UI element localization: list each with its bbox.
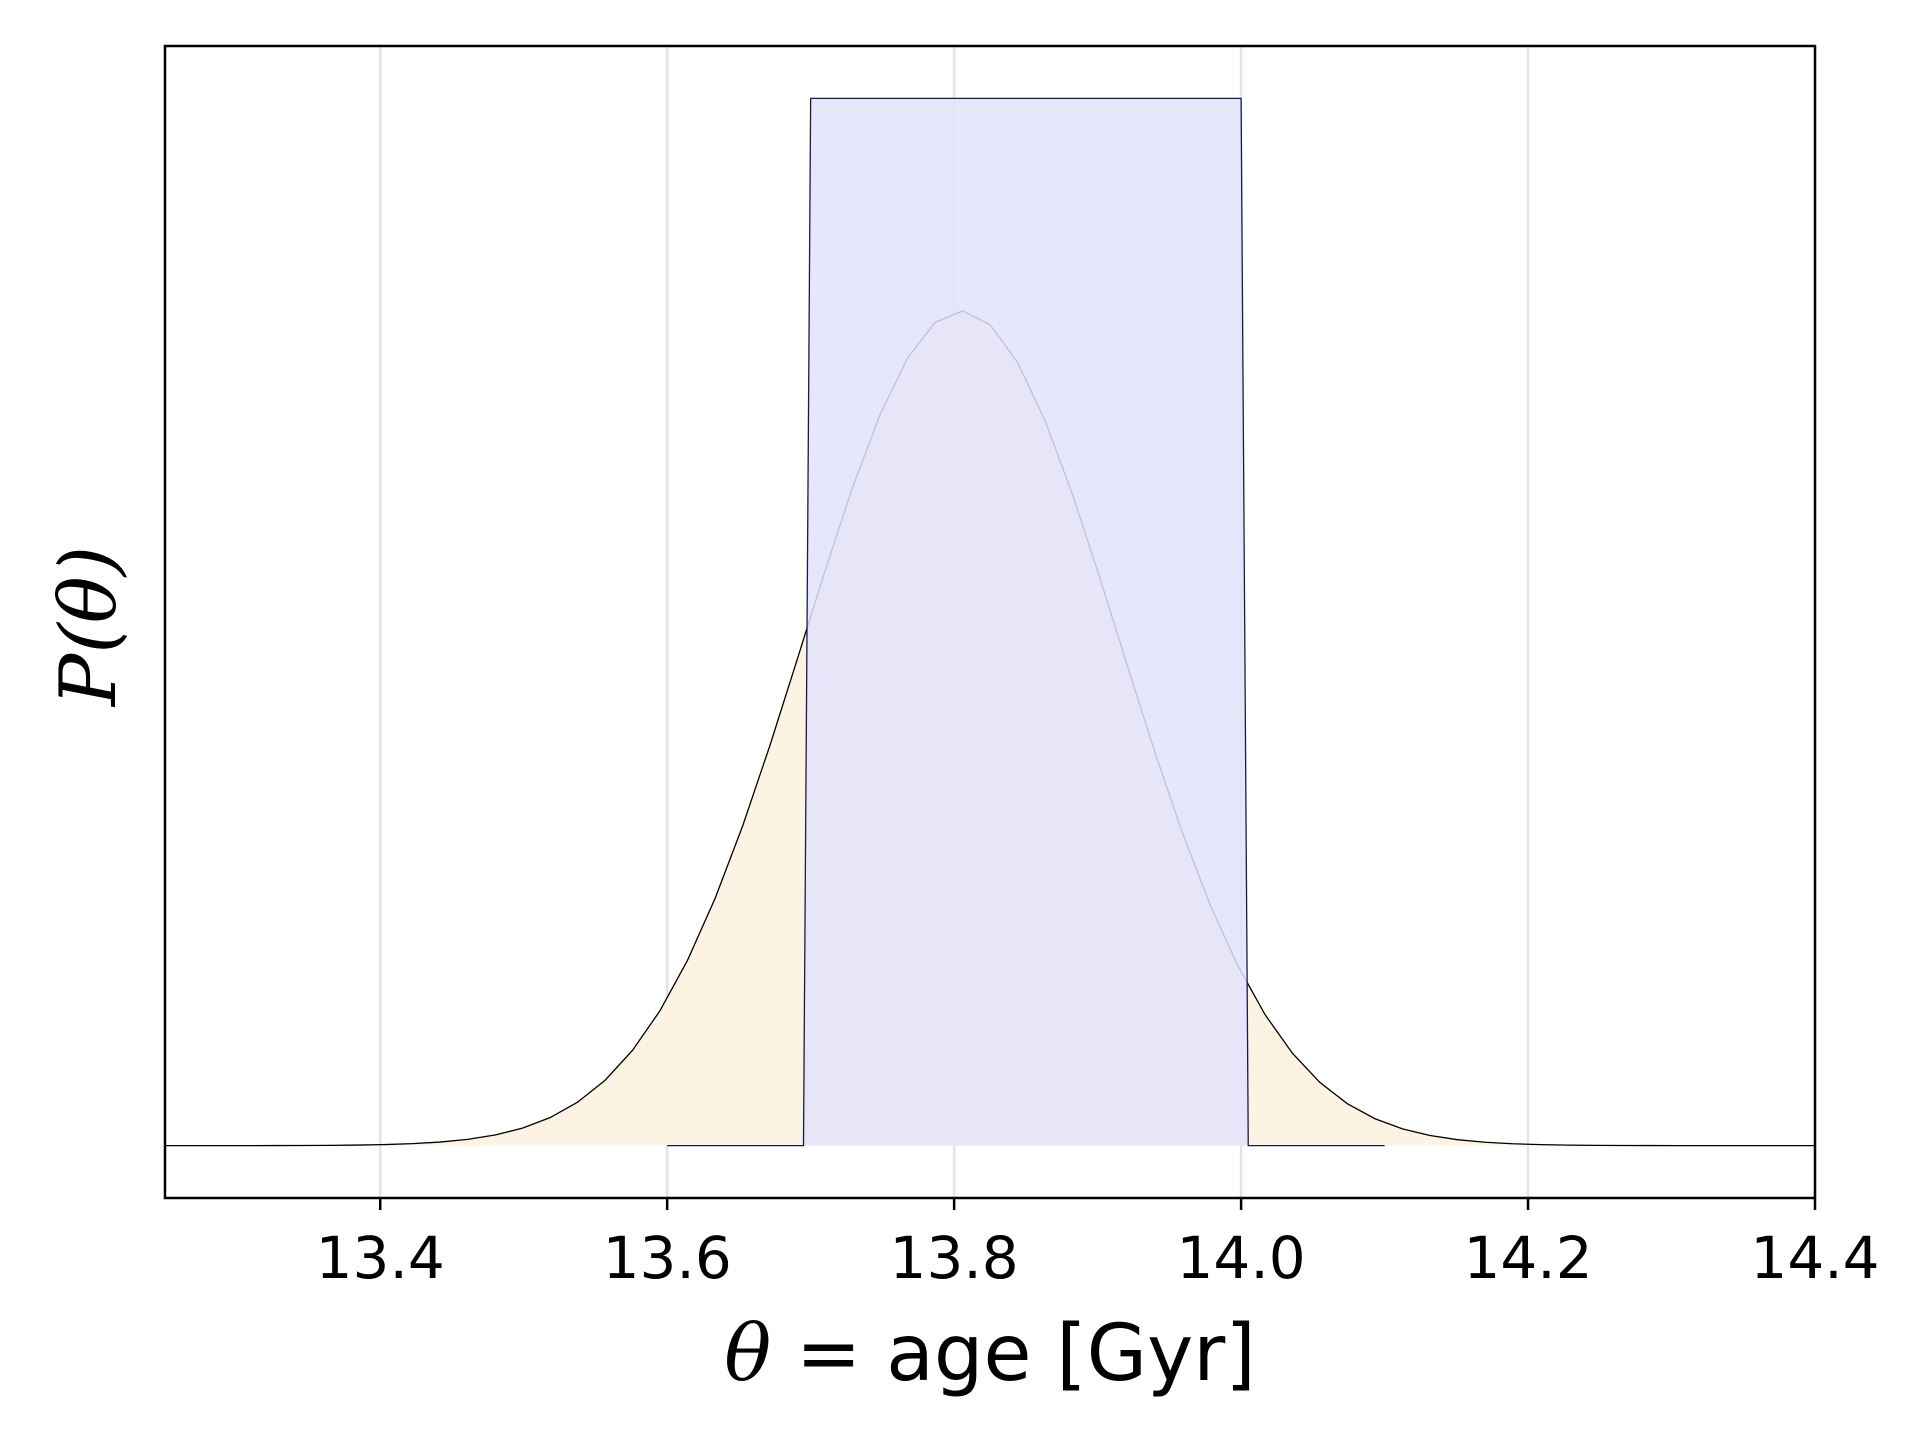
series-uniform-fill [667,98,1385,1146]
x-axis-label-symbol: θ [724,1309,771,1399]
y-axis-label-suffix: ) [44,546,134,578]
x-axis-label-text: = age [Gyr] [771,1309,1256,1399]
series-layer [165,97,1815,1147]
x-tick-label-1: 13.6 [603,1224,732,1292]
x-tick-label-5: 14.4 [1750,1224,1879,1292]
y-axis-label: P(θ) [44,546,134,708]
ticks-layer: 13.4 13.6 13.8 14.0 14.2 14.4 [316,1198,1880,1292]
y-axis-label-prefix: P( [44,622,134,708]
x-tick-label-4: 14.2 [1463,1224,1592,1292]
x-tick-label-3: 14.0 [1177,1224,1306,1292]
y-axis-label-symbol: θ [44,576,134,623]
axes-frame [163,44,1817,1200]
x-tick-label-0: 13.4 [316,1224,445,1292]
series-uniform-line [667,97,1385,1147]
x-tick-label-2: 13.8 [890,1224,1019,1292]
x-axis-label: θ = age [Gyr] [724,1309,1256,1399]
